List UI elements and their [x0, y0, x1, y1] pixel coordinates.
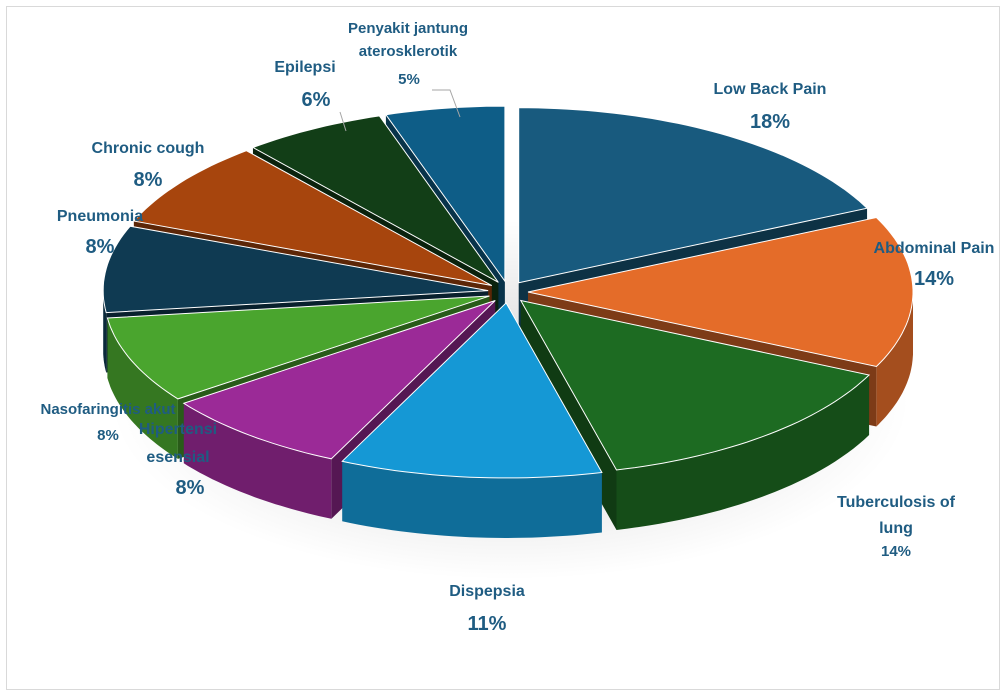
slice-percent-tuberculosis-of-lung: 14%: [881, 543, 911, 560]
slice-label-pneumonia: Pneumonia: [57, 208, 143, 225]
leader-line-epilepsi: [339, 111, 347, 132]
slice-label-nasofaringitis-akut: Nasofaringitis akut: [40, 401, 175, 418]
leader-line-penyakit-jantung: [432, 89, 461, 118]
slice-label-penyakit-jantung-aterosklerotik: Penyakit jantung aterosklerotik: [348, 20, 468, 60]
pie-slice-abdominal-pain: [527, 216, 914, 368]
slice-label-low-back-pain: Low Back Pain: [714, 81, 827, 98]
slice-percent-abdominal-pain: 14%: [914, 268, 954, 290]
slice-percent-dispepsia: 11%: [468, 613, 507, 635]
slice-percent-low-back-pain: 18%: [750, 111, 790, 133]
slice-percent-epilepsi: 6%: [302, 89, 331, 111]
slice-percent-nasofaringitis-akut: 8%: [97, 427, 119, 444]
pie-slice-tuberculosis-of-lung: [519, 299, 871, 471]
slice-label-epilepsi: Epilepsi: [274, 59, 335, 76]
slice-percent-pneumonia: 8%: [86, 236, 115, 258]
pie-slice-side-3: [616, 375, 870, 530]
slice-percent-penyakit-jantung-aterosklerotik: 5%: [398, 71, 420, 88]
pie-slice-dispepsia: [341, 302, 603, 479]
slice-percent-hipertensi-esensial: 8%: [176, 477, 205, 499]
pie-slice-side-2: [876, 292, 913, 427]
slice-label-tuberculosis-of-lung: Tuberculosis of lung: [837, 494, 956, 537]
slice-label-hipertensi-esensial: Hipertensi esensial: [139, 421, 217, 466]
pie-slice-side-5: [183, 403, 332, 519]
slice-label-abdominal-pain: Abdominal Pain: [874, 240, 995, 257]
pie-slice-pneumonia: [102, 225, 489, 314]
pie-slice-low-back-pain: [518, 107, 869, 284]
pie-slice-chronic-cough: [132, 150, 493, 287]
pie-slice-hipertensi-esensial: [182, 300, 496, 460]
pie-slice-nasofaringitis-akut: [106, 295, 490, 400]
pie-slice-penyakit-jantung-aterosklerotik: [385, 105, 506, 283]
pie-slice-epilepsi: [251, 115, 499, 283]
pie-slice-side-4: [342, 461, 602, 538]
slice-label-chronic-cough: Chronic cough: [92, 140, 205, 157]
slice-label-dispepsia: Dispepsia: [449, 583, 525, 600]
slice-percent-chronic-cough: 8%: [134, 169, 163, 191]
